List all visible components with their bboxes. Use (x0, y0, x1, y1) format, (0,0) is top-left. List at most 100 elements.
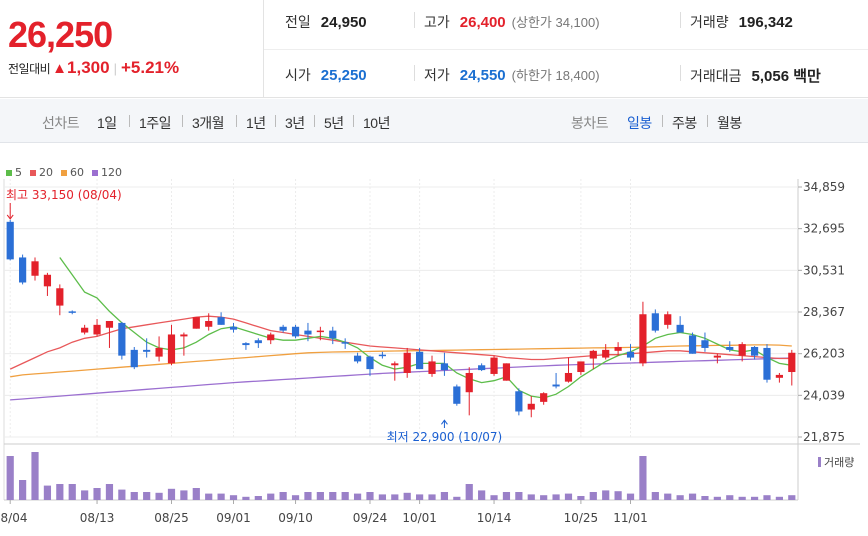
candle-body (651, 313, 659, 331)
y-tick-label: 21,875 (803, 430, 845, 444)
volume-bar (279, 492, 287, 500)
legend-ma120: 120 (92, 166, 122, 179)
high-value: 26,400 (459, 14, 506, 31)
volume-bar (465, 484, 473, 500)
tab-1year[interactable]: 1년 (246, 115, 266, 131)
prev-close: 전일 24,950 (285, 12, 367, 32)
volume-legend-swatch (818, 457, 821, 467)
open-value: 25,250 (320, 67, 367, 84)
low-annotation: 최저 22,900 (10/07) (387, 430, 503, 444)
volume-bar (664, 493, 672, 500)
tab-divider (314, 115, 315, 127)
volume-bar (267, 493, 275, 500)
tab-10year[interactable]: 10년 (363, 115, 390, 131)
candle-body (775, 374, 783, 378)
candle-body (329, 330, 337, 339)
volume-bar (416, 494, 424, 500)
candle-body (515, 391, 523, 412)
candle-body (180, 334, 188, 337)
candle-body (291, 326, 300, 337)
volume-bar (56, 484, 64, 500)
volume-bar (440, 492, 449, 500)
tab-5year[interactable]: 5년 (324, 115, 344, 131)
x-tick-label: 09/01 (216, 511, 251, 525)
tab-divider (707, 115, 708, 127)
candle-body (93, 324, 101, 335)
volume-bar (291, 495, 300, 500)
volume-bar (180, 490, 188, 500)
volume-bar (527, 494, 535, 500)
legend-ma20: 20 (30, 166, 53, 179)
candle-body (726, 346, 734, 350)
volume-bar (688, 493, 697, 500)
volume-bar (93, 488, 101, 500)
tab-3month[interactable]: 3개월 (192, 115, 225, 131)
open-label: 시가 (285, 67, 311, 83)
tab-monthly[interactable]: 월봉 (717, 115, 742, 131)
tab-divider (236, 115, 237, 127)
candle-body (279, 326, 287, 331)
candle-body (155, 347, 163, 357)
tab-1week[interactable]: 1주일 (139, 115, 172, 131)
x-tick-label: 10/14 (477, 511, 512, 525)
volume-bar (540, 495, 548, 500)
x-tick-label: 10/25 (564, 511, 599, 525)
amount-value: 5,056 백만 (751, 68, 821, 85)
ma-legend: 5 20 60 120 (6, 166, 122, 179)
candle-body (701, 340, 709, 348)
volume-bar (341, 492, 349, 500)
volume-bar (701, 496, 709, 500)
y-tick-label: 26,203 (803, 347, 845, 361)
candle-body (31, 261, 39, 276)
ma60-line (10, 344, 792, 378)
prev-close-value: 24,950 (320, 14, 367, 31)
candle-body (614, 346, 622, 351)
volume-bar (81, 490, 89, 500)
volume-bar (254, 496, 262, 500)
candle-body (676, 324, 684, 333)
volume-bar (378, 494, 386, 500)
volume-bar (726, 495, 734, 500)
candle-body (68, 311, 76, 313)
candle-body (353, 355, 362, 362)
candle-body (403, 352, 411, 373)
high-arrow-icon (6, 214, 14, 220)
tab-1day[interactable]: 1일 (97, 115, 117, 131)
volume-bar (750, 496, 759, 500)
row-divider (264, 49, 868, 50)
chart-tab-bar: 선차트 1일 1주일 3개월 1년 3년 5년 10년 봉차트 일봉 주봉 월봉 (0, 99, 868, 143)
candle-body (490, 357, 498, 374)
tab-divider (662, 115, 663, 127)
volume-bar (391, 494, 399, 500)
up-arrow-icon: ▲ (52, 59, 68, 77)
volume-bar (229, 495, 238, 500)
x-tick-label: 10/01 (402, 511, 437, 525)
tab-3year[interactable]: 3년 (285, 115, 305, 131)
candle-body (143, 349, 151, 352)
volume-bar (192, 488, 200, 500)
candle-body (130, 349, 138, 368)
volume-bar (366, 492, 374, 500)
candle-body (118, 322, 126, 356)
volume-bar (453, 496, 461, 500)
candle-body (366, 356, 374, 370)
tab-daily[interactable]: 일봉 (627, 115, 652, 131)
open-price: 시가 25,250 (285, 65, 367, 85)
volume-bar (205, 493, 213, 500)
legend-swatch (6, 169, 12, 176)
x-tick-label: 09/24 (353, 511, 388, 525)
candle-body (242, 343, 250, 346)
candle-body (639, 314, 647, 364)
candle-body (552, 384, 560, 387)
candle-body (428, 361, 436, 374)
legend-swatch (30, 169, 36, 176)
volume-bar (403, 492, 411, 500)
candle-body (763, 347, 771, 380)
candle-body (391, 363, 399, 366)
tab-weekly[interactable]: 주봉 (672, 115, 697, 131)
ma20-line (9, 315, 792, 370)
x-tick-label: 08/13 (80, 511, 115, 525)
tab-divider (353, 115, 354, 127)
divider (680, 12, 681, 28)
